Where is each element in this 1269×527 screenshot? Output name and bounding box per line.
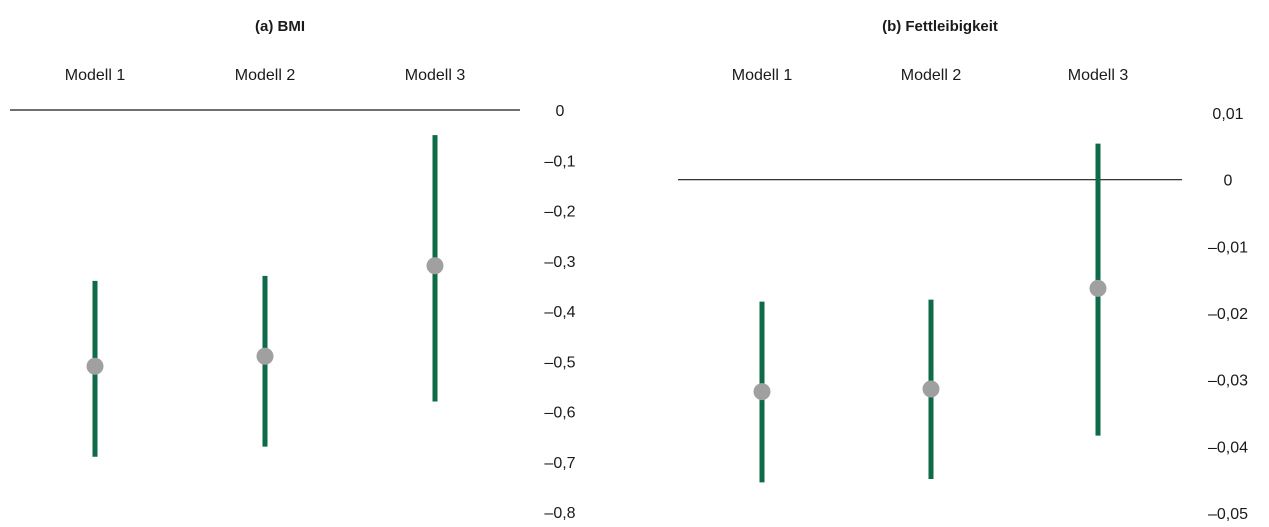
- point-estimate-marker: [753, 383, 771, 401]
- panel-bmi: (a) BMI Modell 1 Modell 2 Modell 3 0 –0,1 –0,…: [0, 0, 620, 527]
- y-tick-label: –0,05: [1208, 506, 1248, 523]
- y-tick-label: –0,03: [1208, 373, 1248, 390]
- x-tick-label: Modell 3: [1068, 67, 1129, 84]
- panel-title-fettleibigkeit: (b) Fettleibigkeit: [882, 18, 998, 35]
- y-tick-label: –0,02: [1208, 306, 1248, 323]
- x-tick-label: Modell 2: [235, 67, 296, 84]
- x-tick-label: Modell 1: [732, 67, 793, 84]
- panel-title-bmi: (a) BMI: [255, 18, 305, 35]
- y-tick-label: –0,7: [544, 455, 575, 472]
- chart-bmi: Modell 1 Modell 2 Modell 3 0 –0,1 –0,2 –0,3 –0,…: [10, 67, 576, 522]
- point-estimate-marker: [922, 380, 940, 398]
- y-tick-label: –0,3: [544, 254, 575, 271]
- y-tick-label: –0,5: [544, 354, 575, 371]
- x-tick-label: Modell 2: [901, 67, 962, 84]
- y-tick-label: –0,2: [544, 204, 575, 221]
- point-estimate-marker: [256, 347, 274, 365]
- y-tick-label: 0,01: [1212, 106, 1243, 123]
- point-estimate-marker: [86, 357, 104, 375]
- y-tick-label: 0: [556, 103, 565, 120]
- y-tick-label: –0,01: [1208, 239, 1248, 256]
- point-estimate-marker: [1089, 279, 1107, 297]
- y-tick-label: –0,4: [544, 304, 575, 321]
- point-estimate-marker: [426, 257, 444, 275]
- x-tick-label: Modell 1: [65, 67, 126, 84]
- y-tick-label: –0,6: [544, 405, 575, 422]
- y-tick-label: –0,04: [1208, 439, 1248, 456]
- chart-fettleibigkeit: Modell 1 Modell 2 Modell 3 0,01 0 –0,01 –0,02 –…: [678, 67, 1248, 523]
- panel-fettleibigkeit: (b) Fettleibigkeit Modell 1 Modell 2 Model…: [660, 0, 1269, 527]
- y-tick-label: –0,1: [544, 153, 575, 170]
- y-tick-label: 0: [1224, 173, 1233, 190]
- x-tick-label: Modell 3: [405, 67, 466, 84]
- y-tick-label: –0,8: [544, 505, 575, 522]
